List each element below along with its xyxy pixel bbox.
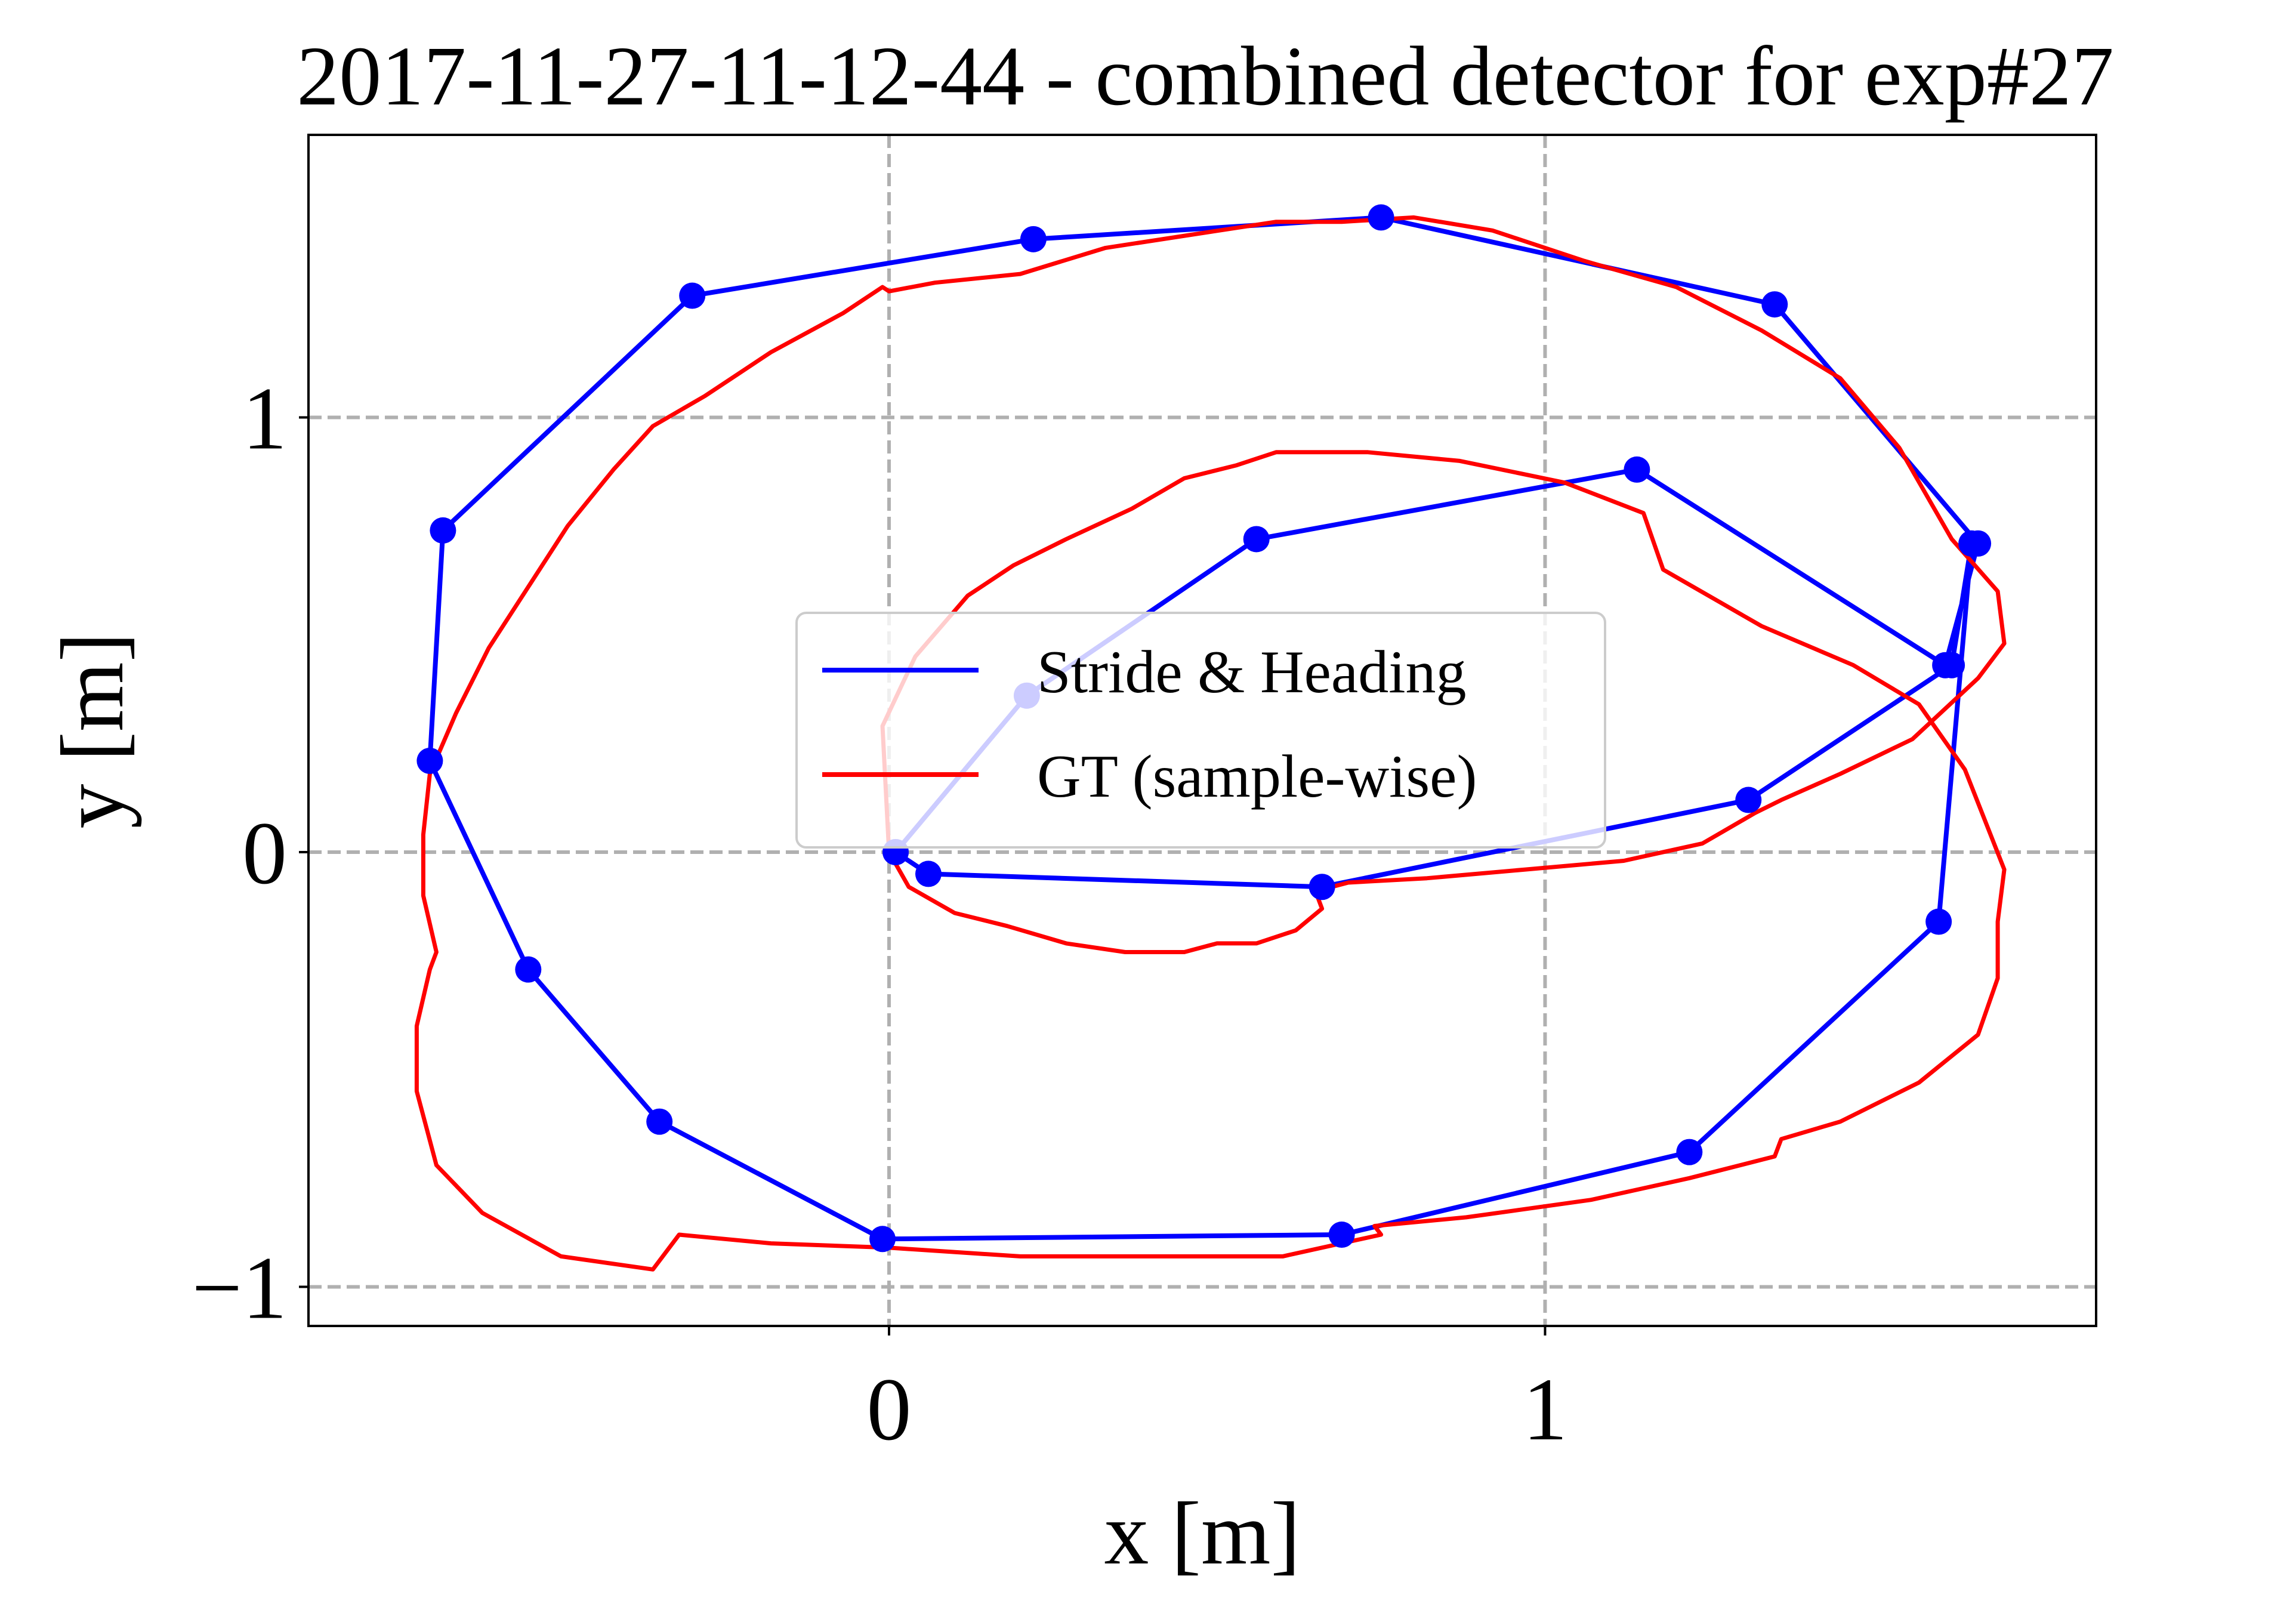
y-tick-label: 0 bbox=[242, 804, 287, 903]
stride-point bbox=[679, 282, 706, 309]
stride-point bbox=[1243, 526, 1270, 553]
plot-frame bbox=[307, 134, 2097, 1327]
stride-point bbox=[1624, 456, 1650, 483]
stride-point bbox=[915, 860, 942, 887]
chart-title: 2017-11-27-11-12-44 - combined detector … bbox=[297, 29, 2114, 123]
series-line-stride-heading bbox=[427, 215, 1981, 1242]
stride-point bbox=[1735, 787, 1762, 813]
stride-point bbox=[1761, 291, 1788, 318]
x-tick-label: 0 bbox=[867, 1360, 912, 1459]
y-tick-label: −1 bbox=[192, 1238, 287, 1337]
stride-point bbox=[416, 747, 443, 774]
stride-point bbox=[869, 1226, 896, 1253]
legend-box bbox=[795, 612, 1606, 849]
x-axis-label: x [m] bbox=[1104, 1484, 1300, 1583]
stride-point bbox=[1020, 226, 1047, 252]
stride-point bbox=[515, 956, 542, 983]
stride-point bbox=[1328, 1222, 1355, 1248]
stride-point bbox=[430, 517, 456, 544]
stride-point bbox=[1368, 204, 1394, 231]
x-tick-label: 1 bbox=[1523, 1360, 1567, 1459]
legend: Stride & Heading GT (sample-wise) bbox=[795, 612, 1606, 849]
stride-point bbox=[646, 1108, 673, 1135]
stride-point bbox=[1309, 874, 1335, 900]
plot-area bbox=[414, 204, 2007, 1272]
stride-point bbox=[1932, 652, 1959, 678]
tick-marks: 0 1 −1 0 1 bbox=[192, 369, 1567, 1459]
stride-point bbox=[1965, 530, 1992, 557]
legend-label-stride-heading: Stride & Heading bbox=[1037, 639, 1467, 706]
legend-label-gt: GT (sample-wise) bbox=[1037, 743, 1477, 810]
y-tick-label: 1 bbox=[242, 369, 287, 468]
stride-point bbox=[1676, 1139, 1703, 1165]
stride-point bbox=[1925, 908, 1952, 935]
y-axis-label: y [m] bbox=[43, 632, 142, 828]
